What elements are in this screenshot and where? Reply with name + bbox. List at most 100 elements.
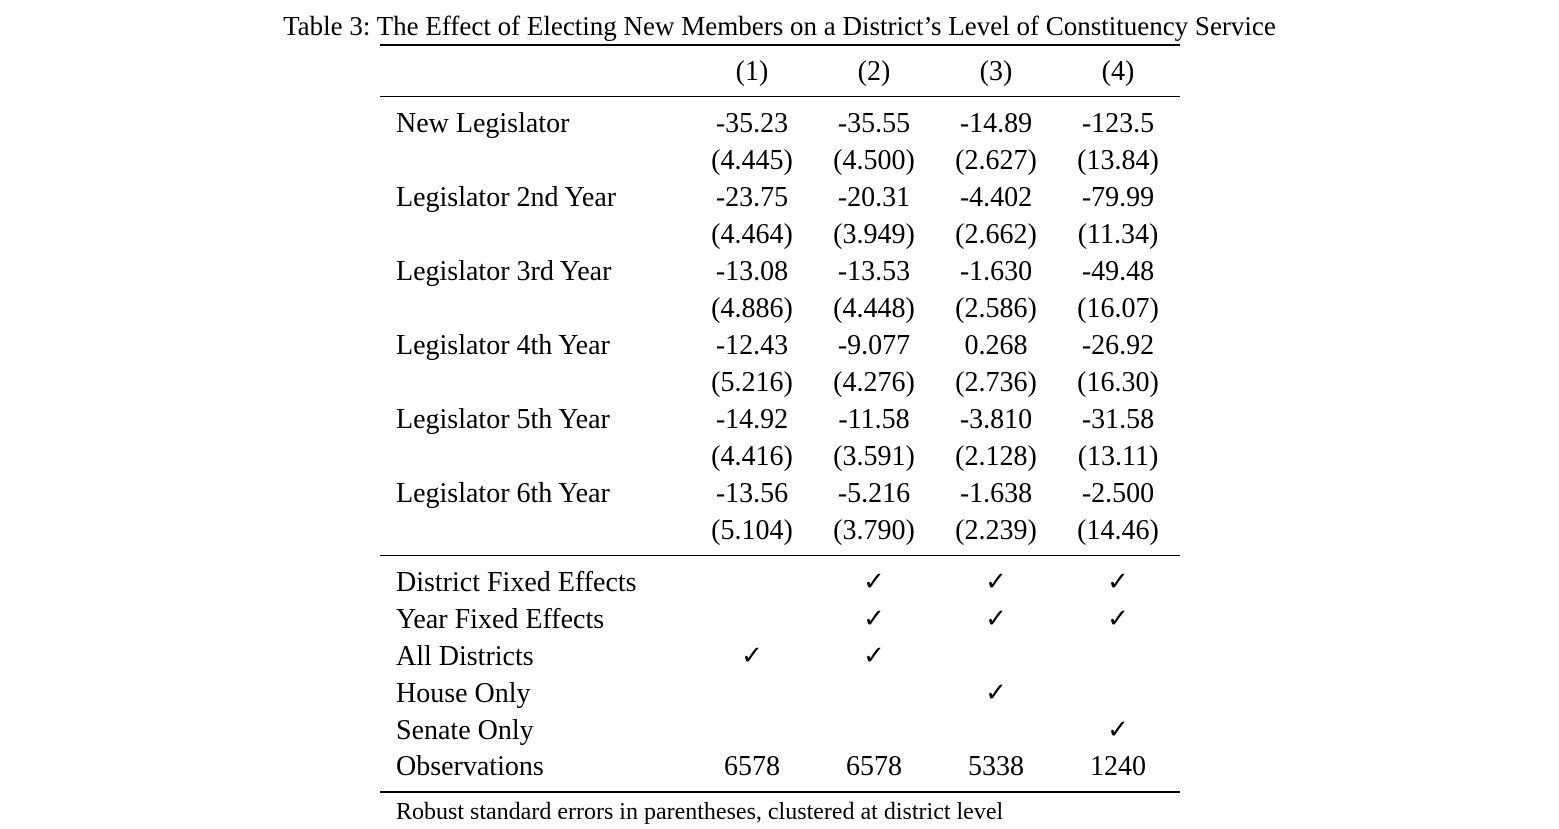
estimate: -13.56 [715, 478, 789, 509]
check-mark: ✓ [863, 604, 885, 634]
observations-row: Observations 6578 6578 5338 1240 [380, 748, 1180, 785]
estimate: -9.077 [837, 330, 911, 361]
std-error: (5.104) [711, 515, 793, 546]
row-label: Legislator 4th Year [396, 330, 610, 361]
se-row-4th-year: (5.216) (4.276) (2.736) (16.30) [380, 364, 1180, 401]
row-label: Year Fixed Effects [396, 604, 605, 635]
row-label: Senate Only [396, 715, 534, 746]
estimate: -13.53 [837, 256, 911, 287]
estimate: -14.92 [715, 404, 789, 435]
coef-row-2nd-year: Legislator 2nd Year -23.75 -20.31 -4.402… [380, 179, 1180, 216]
estimate: -11.58 [838, 404, 910, 435]
std-error: (14.46) [1077, 515, 1159, 546]
estimate: 0.268 [964, 330, 1028, 361]
specs-rule [380, 555, 1180, 556]
std-error: (2.586) [955, 293, 1037, 324]
estimate: -14.89 [959, 108, 1033, 139]
row-label: Legislator 2nd Year [396, 182, 617, 213]
estimate: -26.92 [1081, 330, 1155, 361]
check-mark: ✓ [1107, 715, 1129, 745]
estimate: -35.55 [837, 108, 911, 139]
check-mark: ✓ [1107, 567, 1129, 597]
estimate: -23.75 [715, 182, 789, 213]
se-row-new-legislator: (4.445) (4.500) (2.627) (13.84) [380, 142, 1180, 179]
std-error: (16.07) [1077, 293, 1159, 324]
estimate: -2.500 [1081, 478, 1155, 509]
spec-row-senate-only: Senate Only ✓ [380, 712, 1180, 749]
table-caption: Table 3: The Effect of Electing New Memb… [283, 11, 1276, 41]
check-mark: ✓ [985, 678, 1007, 708]
row-label: Legislator 5th Year [396, 404, 610, 435]
check-mark: ✓ [1107, 604, 1129, 634]
spec-row-year-fe: Year Fixed Effects ✓ ✓ ✓ [380, 601, 1180, 638]
std-error: (3.949) [833, 219, 915, 250]
std-error: (5.216) [711, 367, 793, 398]
column-header-1: (1) [735, 56, 769, 87]
row-label: House Only [396, 678, 531, 709]
std-error: (13.11) [1077, 441, 1159, 472]
std-error: (2.128) [955, 441, 1037, 472]
spec-row-all-districts: All Districts ✓ ✓ [380, 638, 1180, 675]
check-mark: ✓ [863, 641, 885, 671]
estimate: -3.810 [959, 404, 1033, 435]
table-note: Robust standard errors in parentheses, c… [396, 799, 1004, 825]
std-error: (4.500) [833, 145, 915, 176]
se-row-2nd-year: (4.464) (3.949) (2.662) (11.34) [380, 216, 1180, 253]
std-error: (13.84) [1077, 145, 1159, 176]
estimate: -5.216 [837, 478, 911, 509]
row-label: Legislator 3rd Year [396, 256, 612, 287]
estimate: -123.5 [1081, 108, 1155, 139]
check-mark: ✓ [985, 604, 1007, 634]
check-mark: ✓ [985, 567, 1007, 597]
std-error: (11.34) [1077, 219, 1159, 250]
bottom-rule [380, 791, 1180, 793]
estimate: -1.638 [959, 478, 1033, 509]
observation-count: 6578 [846, 751, 902, 782]
std-error: (2.239) [955, 515, 1037, 546]
spec-row-district-fe: District Fixed Effects ✓ ✓ ✓ [380, 564, 1180, 601]
spec-row-house-only: House Only ✓ [380, 675, 1180, 712]
estimate: -20.31 [837, 182, 911, 213]
coef-row-5th-year: Legislator 5th Year -14.92 -11.58 -3.810… [380, 401, 1180, 438]
top-rule [380, 44, 1180, 46]
estimate: -12.43 [715, 330, 789, 361]
estimate: -79.99 [1081, 182, 1155, 213]
std-error: (4.416) [711, 441, 793, 472]
std-error: (2.736) [955, 367, 1037, 398]
estimate: -35.23 [715, 108, 789, 139]
observation-count: 1240 [1090, 751, 1146, 782]
header-rule [380, 96, 1180, 97]
row-label: All Districts [396, 641, 534, 672]
estimate: -49.48 [1081, 256, 1155, 287]
coef-row-6th-year: Legislator 6th Year -13.56 -5.216 -1.638… [380, 475, 1180, 512]
coef-row-4th-year: Legislator 4th Year -12.43 -9.077 0.268 … [380, 327, 1180, 364]
estimate: -13.08 [715, 256, 789, 287]
observation-count: 6578 [724, 751, 780, 782]
se-row-3rd-year: (4.886) (4.448) (2.586) (16.07) [380, 290, 1180, 327]
estimate: -31.58 [1081, 404, 1155, 435]
check-mark: ✓ [863, 567, 885, 597]
row-label: Observations [396, 751, 544, 782]
std-error: (4.445) [711, 145, 793, 176]
coef-row-new-legislator: New Legislator -35.23 -35.55 -14.89 -123… [380, 105, 1180, 142]
std-error: (3.591) [833, 441, 915, 472]
row-label: New Legislator [396, 108, 570, 139]
row-label: District Fixed Effects [396, 567, 637, 598]
coef-row-3rd-year: Legislator 3rd Year -13.08 -13.53 -1.630… [380, 253, 1180, 290]
std-error: (2.662) [955, 219, 1037, 250]
row-label: Legislator 6th Year [396, 478, 610, 509]
se-row-5th-year: (4.416) (3.591) (2.128) (13.11) [380, 438, 1180, 475]
observation-count: 5338 [968, 751, 1024, 782]
column-header-3: (3) [979, 56, 1013, 87]
column-header-4: (4) [1101, 56, 1135, 87]
column-header-2: (2) [857, 56, 891, 87]
check-mark: ✓ [741, 641, 763, 671]
std-error: (3.790) [833, 515, 915, 546]
se-row-6th-year: (5.104) (3.790) (2.239) (14.46) [380, 512, 1180, 549]
estimate: -4.402 [959, 182, 1033, 213]
column-header-row: (1) (2) (3) (4) [380, 53, 1180, 90]
std-error: (16.30) [1077, 367, 1159, 398]
estimate: -1.630 [959, 256, 1033, 287]
std-error: (4.448) [833, 293, 915, 324]
std-error: (4.886) [711, 293, 793, 324]
